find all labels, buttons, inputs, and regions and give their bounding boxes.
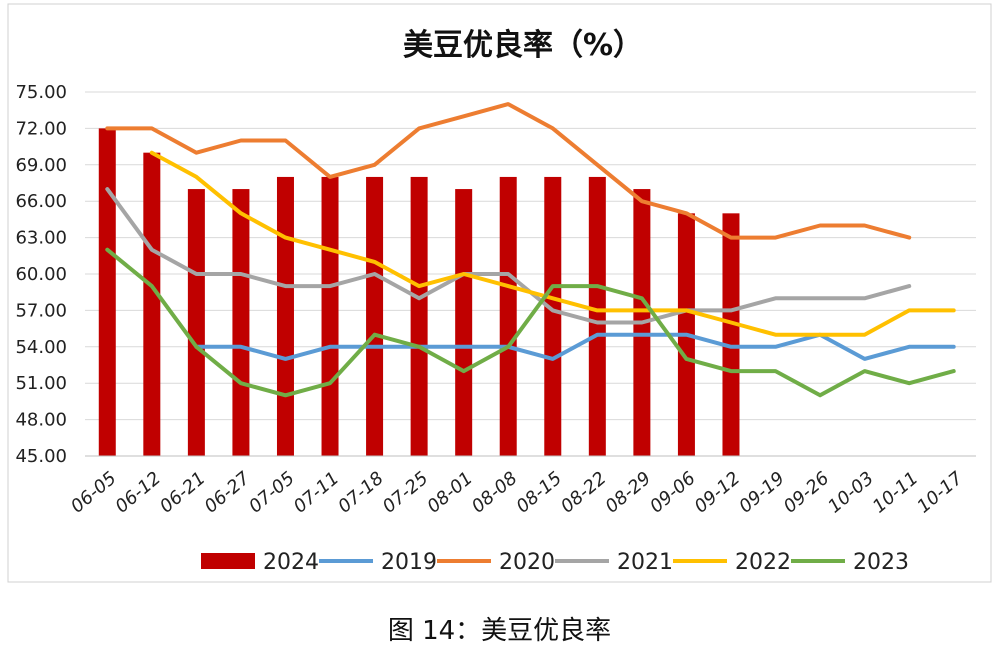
line-2019 bbox=[194, 332, 956, 361]
legend: 2024 2019 2020 2021 2022 2023 bbox=[201, 550, 909, 575]
y-tick-label: 69.00 bbox=[15, 155, 67, 176]
bar-2024-09-12 bbox=[722, 213, 740, 456]
y-axis: 45.00 48.00 51.00 54.00 57.00 60.00 63.00 66.00… bbox=[15, 82, 67, 467]
legend-label-2020: 2020 bbox=[499, 550, 555, 575]
y-tick-label: 60.00 bbox=[15, 264, 67, 285]
legend-label-2024: 2024 bbox=[263, 550, 319, 575]
bar-2024-06-12 bbox=[143, 152, 161, 456]
figure-caption: 图 14：美豆优良率 bbox=[387, 616, 612, 646]
bar-2024-07-25 bbox=[410, 176, 428, 456]
bar-2024-08-15 bbox=[544, 176, 562, 456]
y-tick-label: 63.00 bbox=[15, 228, 67, 249]
bar-2024-06-21 bbox=[187, 189, 205, 457]
legend-label-2022: 2022 bbox=[735, 550, 791, 575]
bar-2024-08-08 bbox=[499, 176, 517, 456]
line-series bbox=[105, 102, 956, 398]
bar-series bbox=[98, 128, 740, 457]
chart-border bbox=[7, 3, 992, 583]
y-tick-label: 48.00 bbox=[15, 410, 67, 431]
y-tick-label: 72.00 bbox=[15, 118, 67, 139]
bar-2024-07-11 bbox=[321, 176, 339, 456]
legend-swatch-2024 bbox=[201, 553, 255, 569]
bar-2024-06-27 bbox=[232, 189, 250, 457]
line-2020 bbox=[105, 102, 912, 240]
bar-2024-07-05 bbox=[276, 176, 294, 456]
line-2023 bbox=[105, 247, 956, 398]
soybean-condition-chart: 美豆优良率（%） 45.00 48.00 51.00 54.00 57.00 60.00 6… bbox=[7, 3, 992, 583]
y-tick-label: 66.00 bbox=[15, 191, 67, 212]
bar-2024-06-05 bbox=[98, 128, 116, 456]
chart-title: 美豆优良率（%） bbox=[403, 28, 643, 63]
line-2021 bbox=[105, 187, 912, 325]
legend-label-2021: 2021 bbox=[617, 550, 673, 575]
bar-2024-07-18 bbox=[366, 176, 384, 456]
y-tick-label: 54.00 bbox=[15, 337, 67, 358]
y-tick-label: 51.00 bbox=[15, 373, 67, 394]
chart-frame: 美豆优良率（%） 45.00 48.00 51.00 54.00 57.00 60.00 6… bbox=[7, 3, 992, 583]
bar-2024-08-22 bbox=[588, 176, 606, 456]
line-2022 bbox=[149, 150, 956, 337]
bar-2024-08-01 bbox=[455, 189, 473, 457]
y-tick-label: 57.00 bbox=[15, 300, 67, 321]
y-tick-label: 45.00 bbox=[15, 446, 67, 467]
y-tick-label: 75.00 bbox=[15, 82, 67, 103]
legend-label-2023: 2023 bbox=[853, 550, 909, 575]
legend-label-2019: 2019 bbox=[381, 550, 437, 575]
